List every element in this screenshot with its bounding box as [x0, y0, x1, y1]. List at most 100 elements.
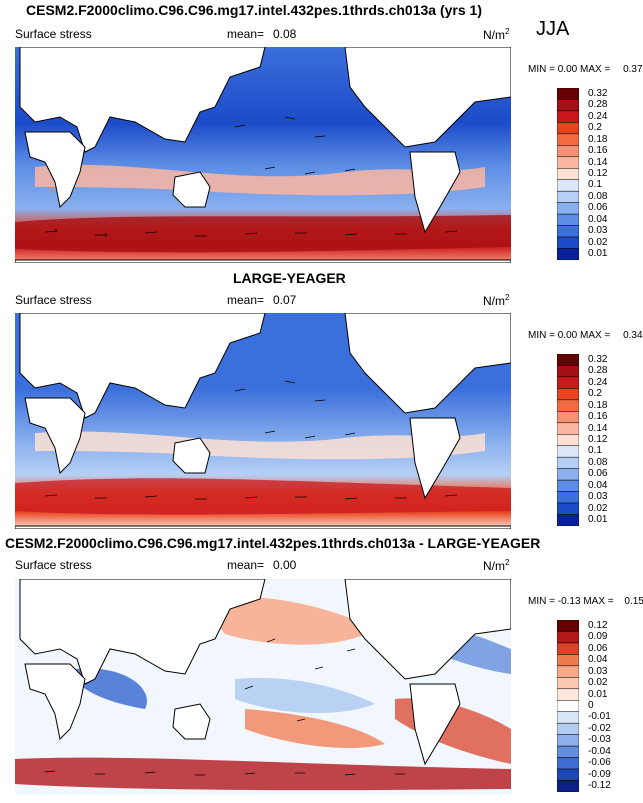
colorbar-tick-label: 0.24 — [588, 110, 608, 122]
panel-3-land — [19, 579, 511, 766]
panel-3-title: CESM2.F2000climo.C96.C96.mg17.intel.432p… — [5, 535, 541, 551]
colorbar-box — [557, 248, 579, 260]
colorbar-tick-label: 0.02 — [588, 502, 608, 514]
panel-2-title: LARGE-YEAGER — [233, 270, 346, 286]
colorbar-tick-label: 0.03 — [588, 491, 608, 503]
colorbar-box — [557, 445, 579, 458]
colorbar-tick-label: 0.03 — [588, 665, 608, 677]
colorbar-tick-label: 0.32 — [588, 353, 608, 365]
season-label: JJA — [536, 18, 570, 40]
colorbar-box — [557, 688, 579, 701]
panel-2-jet-band — [15, 478, 511, 515]
colorbar-box — [557, 213, 579, 226]
colorbar-tick-label: 0.08 — [588, 456, 608, 468]
colorbar-tick-label: 0.12 — [588, 434, 608, 445]
colorbar-tick-label: 0.04 — [588, 213, 608, 225]
colorbar-box — [557, 620, 579, 632]
colorbar-tick-label: 0.1 — [588, 445, 602, 457]
colorbar-tick-label: 0.01 — [588, 514, 608, 526]
panel-1-wind-vectors — [44, 116, 458, 238]
colorbar-box — [557, 411, 579, 424]
colorbar-box — [557, 502, 579, 515]
panel-3-wind-vectors — [44, 638, 405, 776]
panel-2-minmax: MIN = 0.00 MAX = 0.34 — [528, 330, 643, 341]
colorbar-box — [557, 190, 579, 203]
colorbar-tick-label: 0.18 — [588, 399, 608, 411]
colorbar-box — [557, 399, 579, 412]
panel-2-colorbar — [557, 354, 579, 526]
colorbar-box — [557, 354, 579, 366]
colorbar-tick-label: 0.18 — [588, 133, 608, 145]
colorbar-tick-label: 0.01 — [588, 688, 608, 700]
colorbar-box — [557, 145, 579, 158]
panel-1-colorbar — [557, 88, 579, 260]
panel-3-variable: Surface stress — [15, 558, 92, 572]
panel-2-mean-value: 0.07 — [273, 293, 297, 307]
colorbar-box — [557, 654, 579, 667]
colorbar-box — [557, 122, 579, 135]
colorbar-box — [557, 156, 579, 169]
panel-3-mean-label: mean= — [227, 558, 265, 572]
colorbar-tick-label: -0.09 — [588, 768, 611, 780]
colorbar-box — [557, 468, 579, 481]
panel-1-variable: Surface stress — [15, 27, 92, 41]
colorbar-box — [557, 99, 579, 112]
colorbar-box — [557, 734, 579, 747]
panel-1-mean-value: 0.08 — [273, 27, 297, 41]
colorbar-tick-label: 0.12 — [588, 619, 608, 631]
colorbar-box — [557, 422, 579, 435]
colorbar-box — [557, 456, 579, 469]
colorbar-tick-label: 0.06 — [588, 642, 608, 654]
panel-1-jet-band — [15, 215, 511, 253]
colorbar-tick-label: -0.03 — [588, 734, 611, 746]
panel-3-colorbar — [557, 620, 579, 792]
colorbar-box — [557, 642, 579, 655]
colorbar-box — [557, 434, 579, 446]
colorbar-tick-label: 0.16 — [588, 145, 608, 157]
panel-1-title: CESM2.F2000climo.C96.C96.mg17.intel.432p… — [26, 2, 482, 18]
panel-1-tradewind-band — [35, 164, 485, 196]
colorbar-box — [557, 677, 579, 690]
colorbar-box — [557, 768, 579, 781]
colorbar-box — [557, 757, 579, 770]
panel-2-map — [15, 313, 511, 529]
colorbar-tick-label: 0.14 — [588, 422, 608, 434]
panel-2-wind-vectors — [44, 380, 458, 500]
colorbar-tick-label: 0.06 — [588, 202, 608, 214]
colorbar-tick-label: 0.04 — [588, 479, 608, 491]
panel-3-map — [15, 579, 511, 795]
panel-3-mean-value: 0.00 — [273, 558, 297, 572]
colorbar-box — [557, 780, 579, 792]
colorbar-box — [557, 479, 579, 492]
colorbar-box — [557, 491, 579, 504]
colorbar-box — [557, 665, 579, 678]
colorbar-tick-label: 0.24 — [588, 376, 608, 388]
panel-2-mean-label: mean= — [227, 293, 265, 307]
colorbar-tick-label: 0.28 — [588, 365, 608, 377]
colorbar-tick-label: 0.16 — [588, 411, 608, 423]
colorbar-box — [557, 110, 579, 123]
colorbar-box — [557, 745, 579, 758]
colorbar-tick-label: -0.12 — [588, 780, 611, 792]
colorbar-tick-label: -0.06 — [588, 757, 611, 769]
colorbar-box — [557, 365, 579, 378]
panel-2-units: N/m2 — [483, 293, 510, 308]
panel-1-units: N/m2 — [483, 27, 510, 42]
panel-1-map — [15, 47, 511, 263]
colorbar-tick-label: 0.09 — [588, 631, 608, 643]
colorbar-tick-label: 0.01 — [588, 248, 608, 260]
colorbar-tick-label: 0.04 — [588, 654, 608, 666]
panel-2-land — [15, 313, 511, 529]
colorbar-box — [557, 179, 579, 192]
colorbar-tick-label: 0.14 — [588, 156, 608, 168]
colorbar-tick-label: 0.03 — [588, 225, 608, 237]
colorbar-tick-label: -0.04 — [588, 745, 611, 757]
colorbar-box — [557, 236, 579, 249]
colorbar-box — [557, 514, 579, 526]
colorbar-tick-label: 0.1 — [588, 179, 602, 191]
colorbar-tick-label: 0.12 — [588, 168, 608, 179]
colorbar-box — [557, 631, 579, 644]
colorbar-tick-label: 0.32 — [588, 87, 608, 99]
colorbar-box — [557, 168, 579, 180]
colorbar-tick-label: -0.01 — [588, 711, 611, 723]
